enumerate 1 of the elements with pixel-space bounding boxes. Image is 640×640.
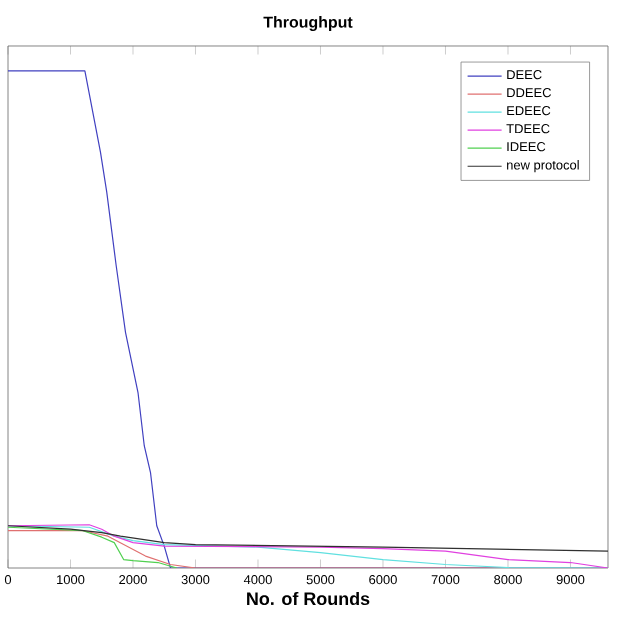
x-axis-title: No. of Rounds: [247, 591, 370, 606]
